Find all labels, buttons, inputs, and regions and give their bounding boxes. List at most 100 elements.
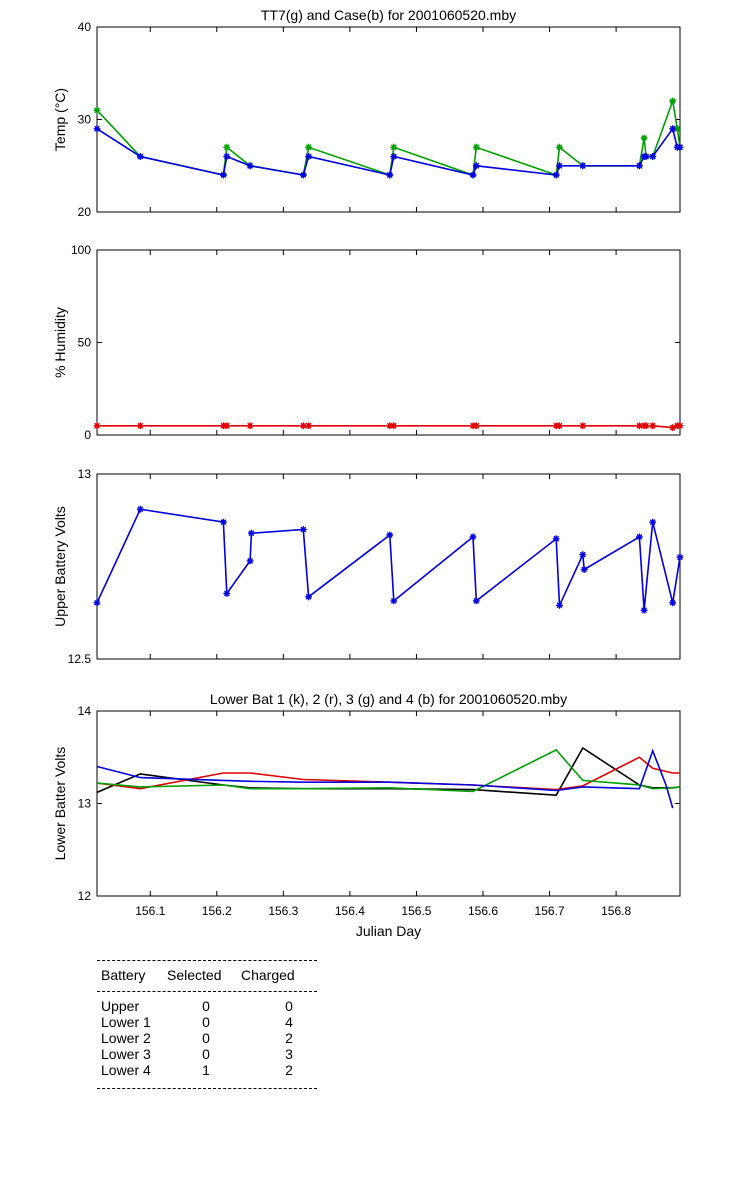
data-point-marker (305, 422, 312, 430)
data-point-marker (223, 422, 231, 430)
data-point-marker (220, 171, 227, 179)
battery-status-table: Battery Selected Charged Upper 0 0 Lower… (97, 960, 317, 1089)
data-point-marker (556, 162, 563, 170)
charts-area: 20 30 40 TT7(g) and Case(b) for 2001060520.… (52, 7, 684, 939)
x-tick-label: 156.5 (401, 904, 431, 918)
y-tick-label: 40 (78, 20, 92, 34)
data-point-marker (390, 597, 398, 605)
y-tick-label: 12 (78, 889, 92, 903)
row-selected-value: 1 (202, 1062, 210, 1078)
row-battery-name: Lower 2 (101, 1030, 151, 1046)
data-point-marker (642, 153, 650, 160)
x-tick-label: 156.8 (601, 904, 631, 918)
data-point-marker (472, 422, 480, 430)
x-tick-label: 156.2 (202, 904, 232, 918)
data-point-marker (390, 143, 398, 151)
row-battery-name: Lower 4 (101, 1062, 151, 1078)
table-header-divider (97, 991, 317, 992)
data-point-marker (669, 599, 677, 607)
data-point-marker (93, 422, 101, 430)
series-line-lower-3 (96, 748, 681, 793)
row-charged-value: 0 (285, 998, 293, 1014)
table-row: Upper 0 0 (97, 998, 317, 1014)
table-header-row: Battery Selected Charged (97, 961, 317, 991)
data-point-marker (386, 531, 394, 539)
y-axis-label: Temp (°C) (52, 88, 68, 151)
data-point-marker (640, 606, 648, 614)
data-point-marker (556, 422, 563, 430)
y-axis-label: Lower Batter Volts (52, 747, 68, 861)
data-point-marker (649, 518, 657, 526)
row-selected-value: 0 (202, 1030, 210, 1046)
data-point-marker (386, 171, 394, 179)
row-selected-value: 0 (202, 1046, 210, 1062)
data-point-marker (669, 424, 677, 431)
chart-panel-4: 12 13 14 156.1 156.2 156.3 156.4 156.5 156.6 156.… (52, 691, 681, 939)
data-point-marker (305, 153, 312, 160)
y-axis-label: % Humidity (52, 307, 68, 378)
data-point-marker (556, 143, 563, 151)
series-line-lower-2 (96, 756, 680, 791)
x-tick-label: 156.4 (335, 904, 365, 918)
data-point-marker (390, 422, 398, 430)
chart-panel-3: 12.5 13 Upper Battery Volts (52, 467, 684, 666)
y-axis-label: Upper Battery Volts (52, 506, 68, 627)
data-point-marker (299, 171, 307, 179)
data-point-marker (649, 422, 657, 430)
row-charged-value: 3 (285, 1046, 293, 1062)
y-tick-label: 13 (78, 797, 92, 811)
plot-frame (96, 710, 681, 897)
header-charged: Charged (241, 967, 295, 983)
table-body: Upper 0 0 Lower 1 0 4 Lower 2 0 2 Lower … (97, 992, 317, 1088)
data-point-marker (636, 422, 643, 430)
y-tick-label: 14 (78, 704, 92, 718)
data-point-marker (248, 529, 255, 537)
data-point-marker (556, 602, 563, 609)
data-point-marker (649, 153, 657, 160)
row-battery-name: Lower 3 (101, 1046, 151, 1062)
table-row: Lower 3 0 3 (97, 1046, 317, 1062)
row-selected-value: 0 (202, 998, 210, 1014)
table-bottom-divider (97, 1088, 317, 1089)
data-point-marker (93, 106, 101, 114)
data-point-marker (246, 557, 254, 565)
plot-frame (96, 249, 681, 436)
data-point-marker (636, 533, 643, 541)
data-point-marker (472, 597, 480, 605)
series-line-upper (96, 508, 681, 611)
chart-title: TT7(g) and Case(b) for 2001060520.mby (261, 7, 516, 23)
data-point-marker (223, 590, 231, 597)
data-point-marker (580, 566, 588, 573)
y-tick-label: 12.5 (68, 652, 92, 666)
data-point-marker (469, 171, 477, 179)
data-point-marker (669, 125, 677, 133)
data-point-marker (669, 97, 677, 105)
table-row: Lower 2 0 2 (97, 1030, 317, 1046)
data-point-marker (299, 422, 307, 430)
data-point-marker (136, 153, 144, 160)
data-point-marker (386, 422, 394, 430)
x-tick-label: 156.7 (535, 904, 565, 918)
row-charged-value: 4 (285, 1014, 293, 1030)
data-point-marker (552, 535, 560, 543)
data-point-marker (673, 125, 681, 133)
data-point-marker (93, 599, 101, 607)
data-point-marker (579, 162, 587, 170)
row-charged-value: 2 (285, 1062, 293, 1078)
data-point-marker (299, 526, 307, 533)
series-line-tt7 (96, 97, 681, 177)
table-top-divider (97, 960, 317, 961)
chart-panel-1: 20 30 40 TT7(g) and Case(b) for 2001060520.… (52, 7, 684, 219)
data-point-marker (579, 422, 587, 430)
chart-title: Lower Bat 1 (k), 2 (r), 3 (g) and 4 (b) … (210, 691, 567, 707)
x-tick-label: 156.1 (135, 904, 165, 918)
data-point-marker (552, 171, 560, 179)
header-selected: Selected (167, 967, 222, 983)
plot-frame (96, 473, 681, 660)
x-tick-label: 156.6 (468, 904, 498, 918)
data-point-marker (305, 143, 312, 151)
data-point-marker (472, 143, 480, 151)
row-charged-value: 2 (285, 1030, 293, 1046)
chart-panel-2: 0 50 100 % Humidity (52, 243, 684, 442)
data-point-marker (636, 162, 643, 170)
